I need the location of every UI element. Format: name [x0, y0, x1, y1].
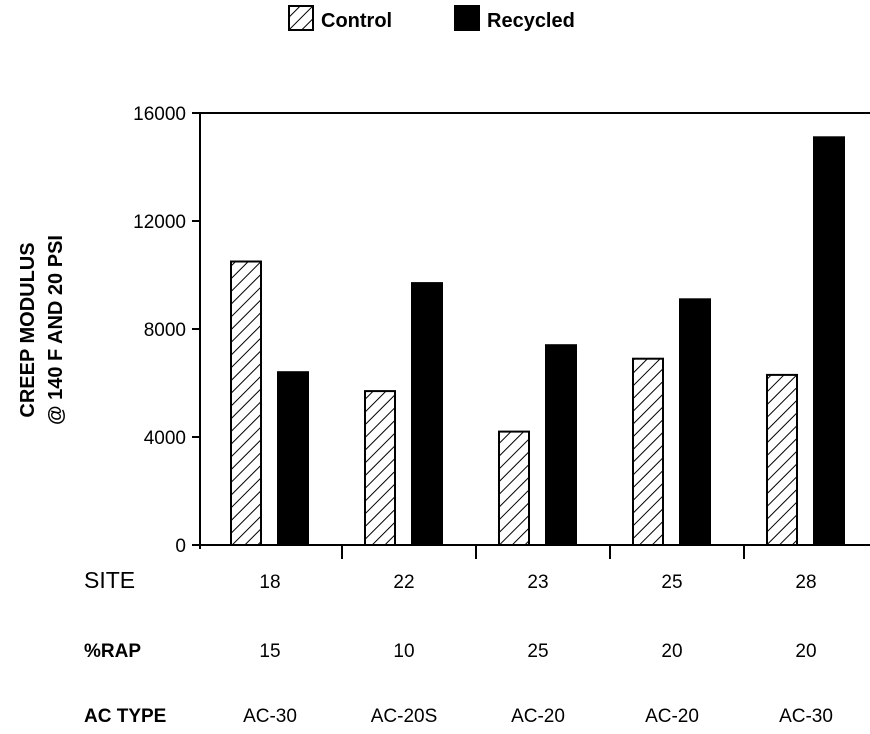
bar-control-22: [364, 390, 396, 546]
bar-recycled-22: [411, 282, 443, 546]
bar-recycled-18: [277, 371, 309, 547]
x-tick-label: 22: [393, 572, 414, 593]
bar-recycled-23: [545, 344, 577, 547]
x-tick-label: 18: [259, 572, 280, 593]
y-axis-title-line2: @ 140 F AND 20 PSI: [45, 235, 67, 425]
bar-recycled-25: [679, 298, 711, 546]
table-cell: 15: [259, 641, 280, 662]
table-cell: AC-20: [645, 706, 699, 727]
table-cell: AC-30: [243, 706, 297, 727]
x-tick-label: 25: [661, 572, 682, 593]
table-cell: AC-20: [511, 706, 565, 727]
y-tick-label: 8000: [144, 320, 186, 341]
legend-label-control: Control: [321, 10, 392, 32]
x-tick-label: 28: [795, 572, 816, 593]
table-row-label--rap: %RAP: [84, 641, 141, 662]
table-cell: 25: [527, 641, 548, 662]
bar-control-23: [498, 430, 530, 547]
y-tick-label: 4000: [144, 428, 186, 449]
legend-swatch-recycled: [454, 5, 480, 31]
legend-label-recycled: Recycled: [487, 10, 575, 32]
table-cell: AC-30: [779, 706, 833, 727]
y-tick-label: 16000: [133, 104, 186, 125]
bar-recycled-28: [813, 136, 845, 547]
bar-control-28: [766, 373, 798, 546]
y-tick-label: 12000: [133, 212, 186, 233]
table-cell: 20: [661, 641, 682, 662]
table-cell: 20: [795, 641, 816, 662]
table-row-label-site: SITE: [84, 567, 135, 593]
y-axis-title-line1: CREEP MODULUS: [17, 242, 39, 417]
legend-swatch-control: [288, 5, 314, 31]
y-tick-label: 0: [175, 536, 186, 557]
bar-control-25: [632, 357, 664, 547]
bar-control-18: [230, 260, 262, 546]
table-cell: AC-20S: [371, 706, 438, 727]
table-row-label-ac-type: AC TYPE: [84, 706, 166, 727]
x-tick-label: 23: [527, 572, 548, 593]
table-cell: 10: [393, 641, 414, 662]
